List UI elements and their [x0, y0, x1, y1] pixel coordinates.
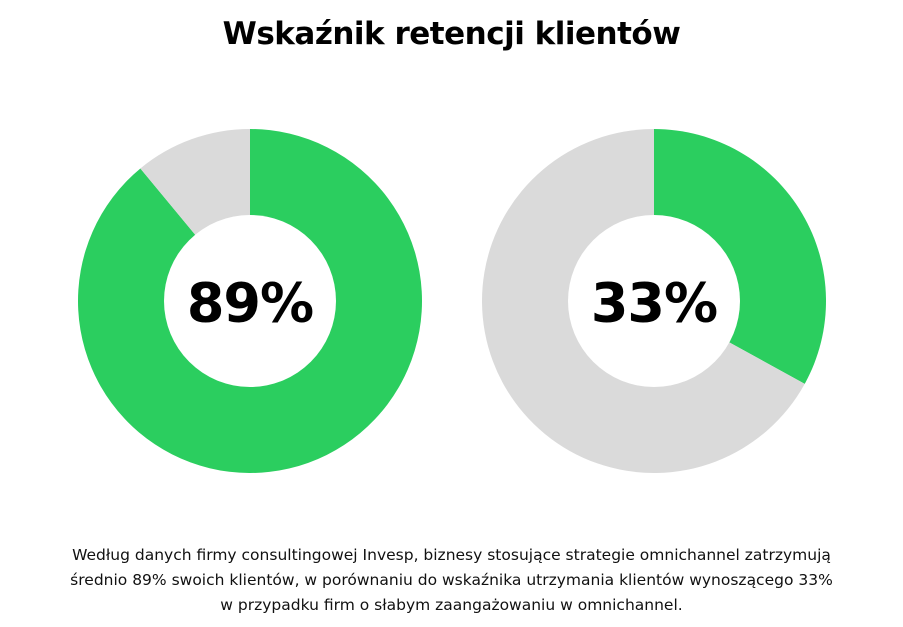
donut-right-hole: [568, 215, 740, 387]
donut-left-hole: [164, 215, 336, 387]
caption-line-2: średnio 89% swoich klientów, w porównani…: [70, 571, 833, 589]
donut-chart-right: 33%: [481, 128, 827, 474]
donut-svg-left: 89%: [78, 129, 423, 473]
donut-left-label: 89%: [187, 272, 313, 335]
donut-chart-left: 89%: [77, 128, 423, 474]
caption-line-3: w przypadku firm o słabym zaangażowaniu …: [220, 596, 683, 614]
donut-svg-right: 33%: [482, 129, 826, 473]
caption: Według danych firmy consultingowej Inves…: [0, 543, 903, 618]
caption-line-1: Według danych firmy consultingowej Inves…: [72, 546, 831, 564]
donut-right-label: 33%: [591, 272, 717, 335]
chart-title: Wskaźnik retencji klientów: [222, 16, 681, 52]
